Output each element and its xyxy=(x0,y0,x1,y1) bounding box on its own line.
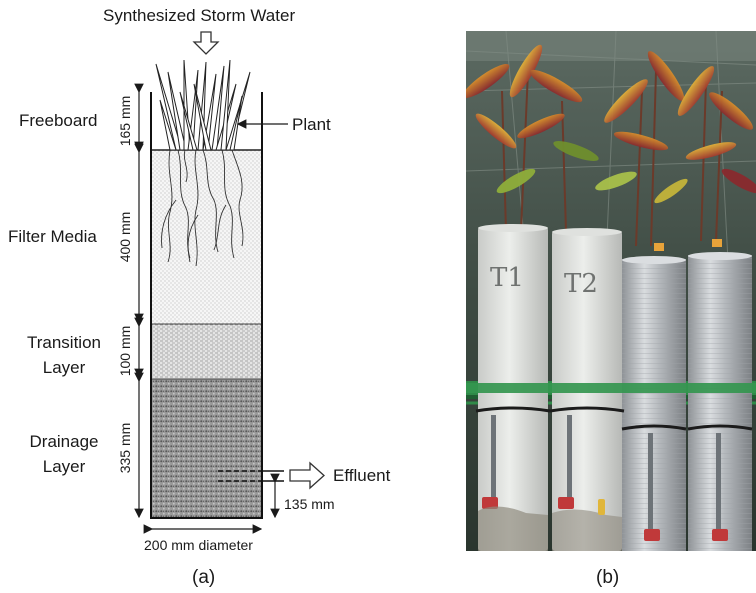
drainage-layer-label-line1: Drainage xyxy=(29,432,99,451)
photo-illustration xyxy=(466,31,756,551)
transition-layer-fill xyxy=(151,324,262,379)
drainage-layer-label-line2: Layer xyxy=(42,457,86,476)
effluent-arrow xyxy=(289,461,325,490)
panel-b-photo: T1 T2 xyxy=(466,31,756,551)
drainage-layer-fill xyxy=(151,379,262,518)
drainage-thickness: 335 mm xyxy=(117,423,133,474)
filter-media-label: Filter Media xyxy=(8,227,97,246)
plant-leaves xyxy=(155,59,251,151)
plant-label: Plant xyxy=(292,115,331,134)
filter-media-thickness: 400 mm xyxy=(117,212,133,263)
column-schematic: 165 mm 400 mm 100 mm 335 mm xyxy=(117,31,325,534)
transition-thickness: 100 mm xyxy=(117,326,133,377)
diagram-title: Synthesized Storm Water xyxy=(103,6,296,25)
inflow-arrow xyxy=(192,31,220,55)
freeboard-thickness: 165 mm xyxy=(117,96,133,147)
column-label-t2: T2 xyxy=(564,269,598,299)
transition-layer-label-line1: Transition xyxy=(26,333,101,352)
outlet-height-label: 135 mm xyxy=(284,496,335,512)
column-label-t1: T1 xyxy=(490,263,524,293)
effluent-label: Effluent xyxy=(333,466,391,485)
plant-roots xyxy=(161,149,244,267)
filter-media-layer xyxy=(151,150,262,324)
caption-a: (a) xyxy=(192,567,216,588)
freeboard-label: Freeboard xyxy=(19,111,98,130)
transition-layer-label-line2: Layer xyxy=(42,358,86,377)
caption-b: (b) xyxy=(596,567,620,588)
diameter-label: 200 mm diameter xyxy=(144,537,253,553)
